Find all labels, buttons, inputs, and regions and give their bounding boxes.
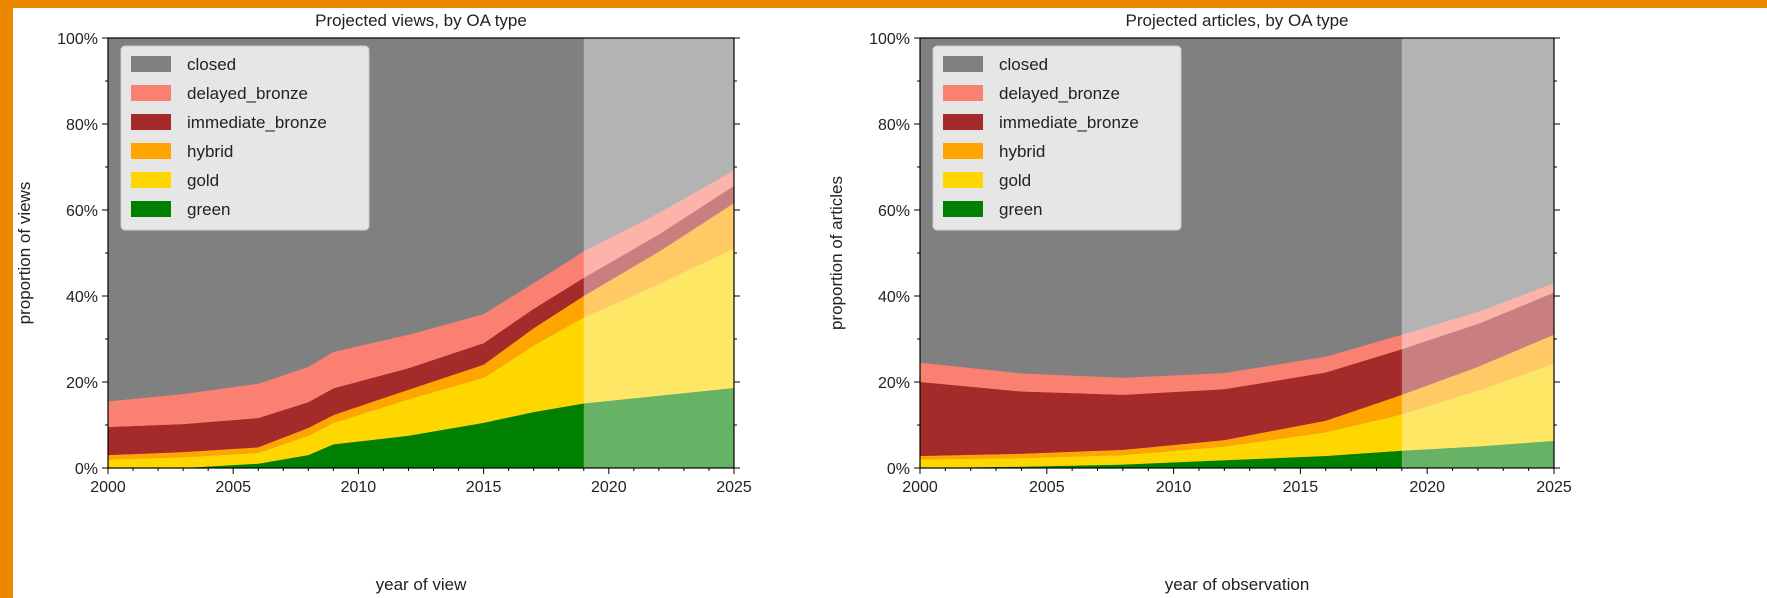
legend-swatch-gold <box>943 172 983 188</box>
legend-label-hybrid: hybrid <box>999 142 1045 161</box>
projection-overlay <box>1401 38 1554 468</box>
legend-swatch-green <box>943 201 983 217</box>
legend-swatch-closed <box>131 56 171 72</box>
legend-box <box>932 45 1182 231</box>
legend-swatch-hybrid <box>943 143 983 159</box>
x-tick-label: 2020 <box>591 479 627 496</box>
y-axis-label: proportion of views <box>15 182 34 325</box>
x-tick-label: 2010 <box>1156 479 1192 496</box>
chart-2: 0% 20% 40% 60% 80% 100% 2000 2005 2010 2015 2020 20… <box>827 11 1572 594</box>
area-immediate_bronze <box>920 292 1554 456</box>
legend-label-gold: gold <box>999 171 1031 190</box>
y-tick-label: 20% <box>66 375 98 392</box>
x-tick-label: 2025 <box>1536 479 1572 496</box>
area-delayed_bronze <box>920 283 1554 395</box>
y-tick-label: 60% <box>878 203 910 220</box>
y-tick-label: 40% <box>66 289 98 306</box>
y-tick-label: 0% <box>75 461 98 478</box>
y-tick-label: 80% <box>66 117 98 134</box>
legend-label-closed: closed <box>187 55 236 74</box>
y-axis-label: proportion of articles <box>827 176 846 330</box>
legend-swatch-hybrid <box>131 143 171 159</box>
x-tick-label: 2000 <box>902 479 938 496</box>
x-tick-label: 2020 <box>1409 479 1445 496</box>
legend-label-green: green <box>999 200 1042 219</box>
area-gold <box>920 363 1554 468</box>
y-tick-label: 40% <box>878 289 910 306</box>
area-green <box>920 440 1554 468</box>
legend-label-immediate_bronze: immediate_bronze <box>999 113 1139 132</box>
legend-swatch-green <box>131 201 171 217</box>
legend-swatch-gold <box>131 172 171 188</box>
x-tick-label: 2010 <box>341 479 377 496</box>
x-tick-label: 2005 <box>215 479 251 496</box>
legend: closed delayed_bronze immediate_bronzehybr… <box>932 45 1182 231</box>
legend-label-gold: gold <box>187 171 219 190</box>
legend-swatch-delayed_bronze <box>131 85 171 101</box>
legend-label-closed: closed <box>999 55 1048 74</box>
y-tick-label: 80% <box>878 117 910 134</box>
y-tick-label: 100% <box>57 31 98 48</box>
legend-swatch-immediate_bronze <box>131 114 171 130</box>
area-green <box>108 388 734 468</box>
legend-label-delayed_bronze: delayed_bronze <box>999 84 1120 103</box>
legend: closed delayed_bronze immediate_bronzehybr… <box>120 45 370 231</box>
chart-1: 0% 20% 40% 60% 80% 100% 2000 2005 2010 2015 2020 20… <box>15 11 752 594</box>
x-tick-label: 2025 <box>716 479 752 496</box>
x-tick-label: 2005 <box>1029 479 1065 496</box>
x-axis-label: year of observation <box>1165 575 1310 594</box>
legend-label-delayed_bronze: delayed_bronze <box>187 84 308 103</box>
legend-label-immediate_bronze: immediate_bronze <box>187 113 327 132</box>
area-gold <box>108 248 734 468</box>
legend-swatch-immediate_bronze <box>943 114 983 130</box>
legend-label-green: green <box>187 200 230 219</box>
legend-box <box>120 45 370 231</box>
chart-title: Projected articles, by OA type <box>1126 11 1349 30</box>
legend-swatch-delayed_bronze <box>943 85 983 101</box>
y-tick-label: 20% <box>878 375 910 392</box>
x-tick-label: 2015 <box>1283 479 1319 496</box>
area-immediate_bronze <box>108 185 734 456</box>
y-tick-label: 60% <box>66 203 98 220</box>
x-axis-label: year of view <box>376 575 467 594</box>
legend-swatch-closed <box>943 56 983 72</box>
area-hybrid <box>920 334 1554 460</box>
x-tick-label: 2015 <box>466 479 502 496</box>
chart-title: Projected views, by OA type <box>315 11 527 30</box>
projection-overlay <box>583 38 734 468</box>
y-tick-label: 100% <box>869 31 910 48</box>
legend-label-hybrid: hybrid <box>187 142 233 161</box>
y-tick-label: 0% <box>887 461 910 478</box>
x-tick-label: 2000 <box>90 479 126 496</box>
area-delayed_bronze <box>108 170 734 428</box>
